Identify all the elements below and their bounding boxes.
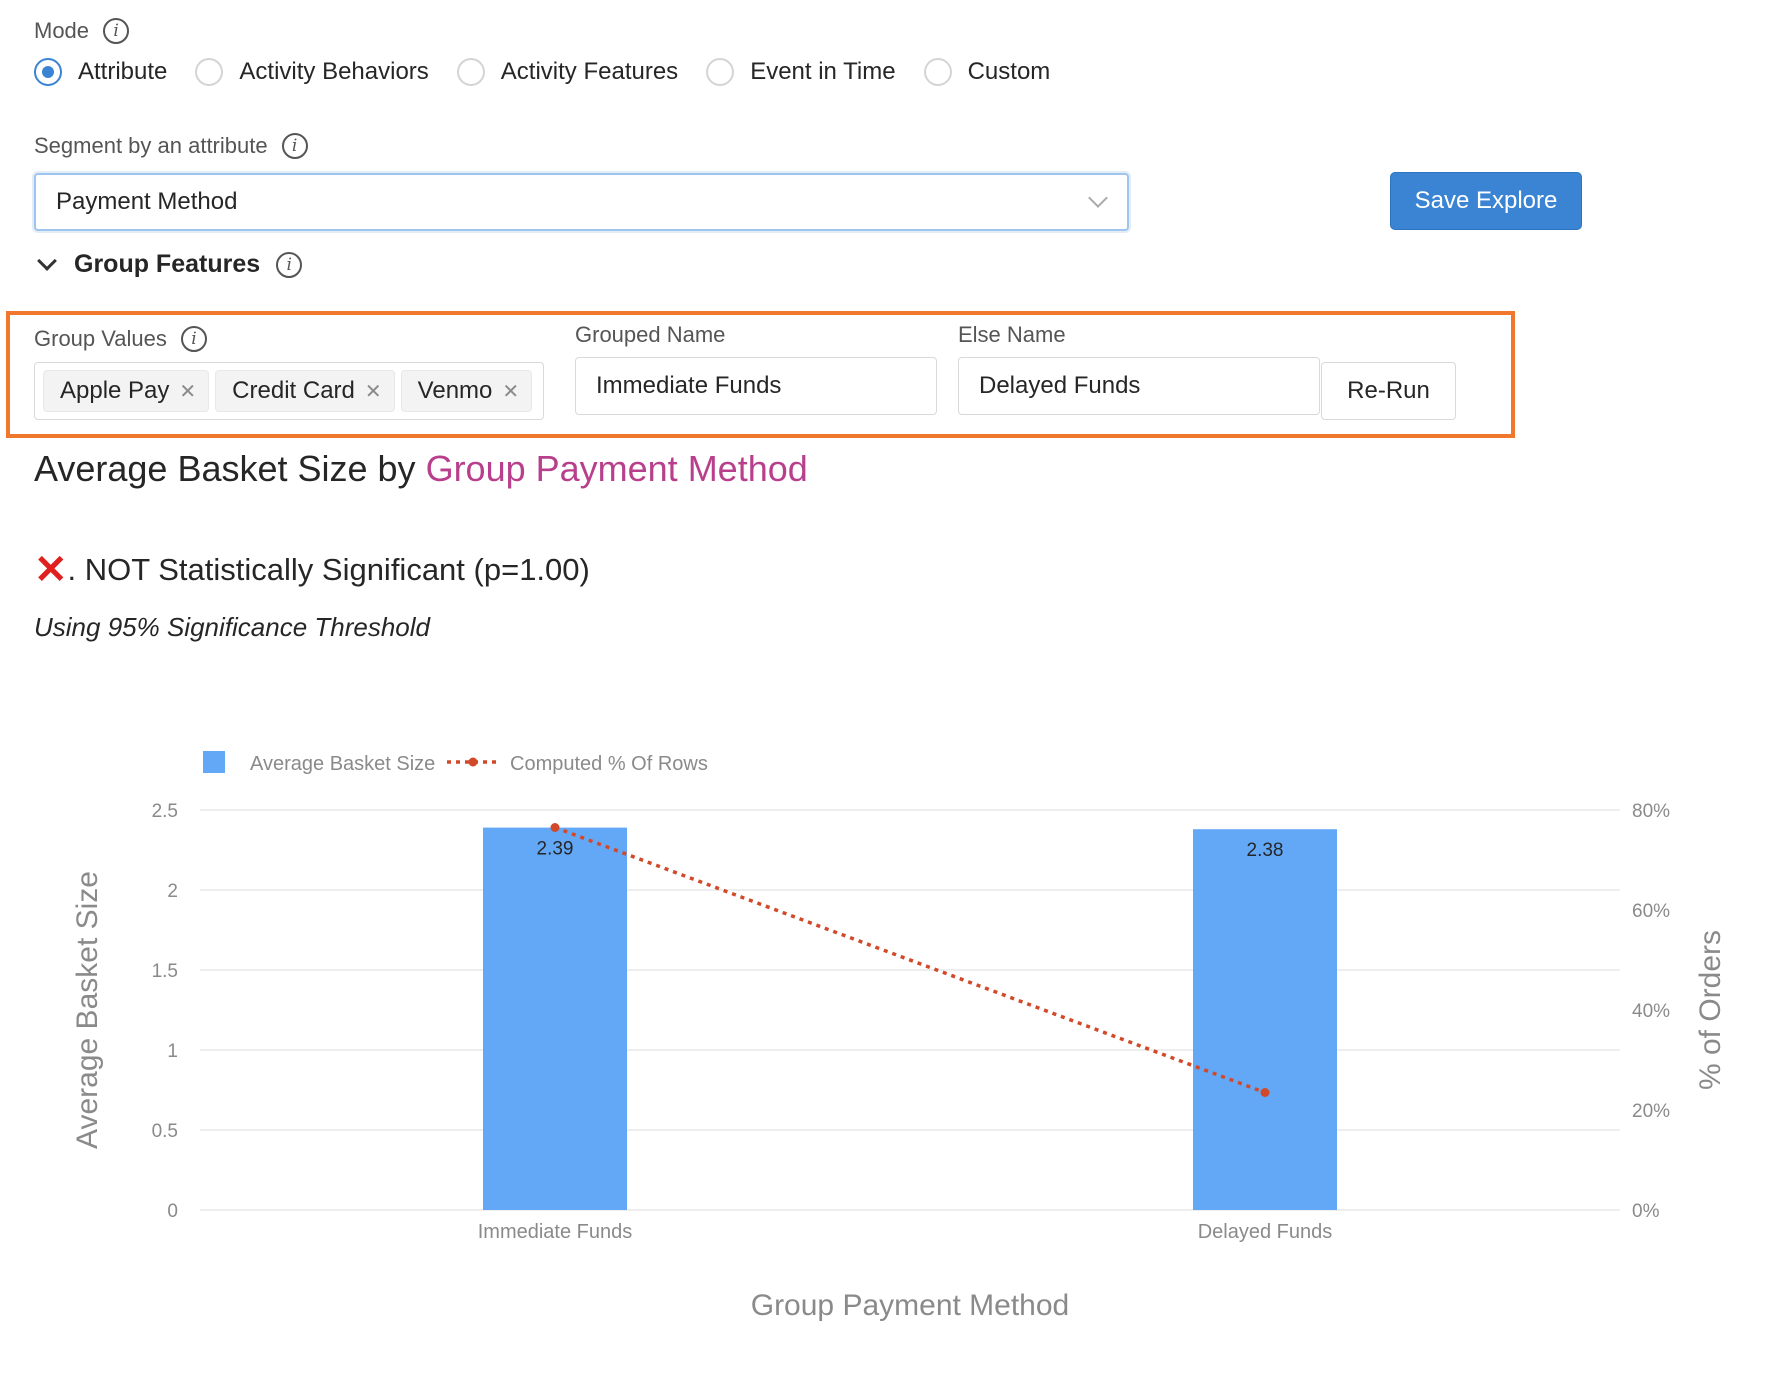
y-tick-label: 2 xyxy=(167,881,178,902)
y2-tick-label: 0% xyxy=(1632,1201,1660,1222)
group-values-input[interactable]: Apple Pay ✕ Credit Card ✕ Venmo ✕ xyxy=(34,362,544,420)
tag-apple-pay: Apple Pay ✕ xyxy=(43,370,210,412)
result-title: Average Basket Size by Group Payment Met… xyxy=(34,448,808,490)
highlight-box xyxy=(6,311,1515,438)
select-value: Payment Method xyxy=(56,188,238,215)
bar xyxy=(1193,829,1337,1210)
y-tick-label: 2.5 xyxy=(152,801,178,822)
radio-label: Activity Features xyxy=(500,58,679,85)
radio-button[interactable] xyxy=(456,58,485,86)
y2-tick-label: 20% xyxy=(1632,1101,1670,1122)
chart-axes: 0 0.5 1 1.5 2 2.5 0% 20% 40% 60% 80% Immediate Fund… xyxy=(71,801,1727,1322)
line-point xyxy=(1260,1088,1270,1097)
legend-label: Computed % Of Rows xyxy=(510,753,708,775)
x-tick-label: Immediate Funds xyxy=(478,1221,633,1243)
radio-button[interactable] xyxy=(923,58,952,86)
group-values-label-row: Group Values i xyxy=(34,326,207,352)
radio-attribute[interactable]: Attribute xyxy=(34,58,167,86)
info-icon[interactable]: i xyxy=(103,18,130,44)
radio-custom[interactable]: Custom xyxy=(923,58,1051,86)
cross-icon: ✕ xyxy=(34,548,68,592)
y2-tick-label: 80% xyxy=(1632,801,1670,822)
legend-label: Average Basket Size xyxy=(250,753,435,775)
y-tick-label: 1 xyxy=(167,1041,178,1062)
rerun-button[interactable]: Re-Run xyxy=(1321,362,1456,420)
else-name-field[interactable]: Delayed Funds xyxy=(958,357,1320,415)
tag-label: Venmo xyxy=(417,377,493,404)
group-values-label: Group Values xyxy=(34,326,167,351)
chart-bars: 2.39 2.38 xyxy=(483,827,1337,1210)
x-axis-title: Group Payment Method xyxy=(751,1289,1070,1322)
group-features-title: Group Features xyxy=(74,250,261,278)
radio-label: Event in Time xyxy=(750,58,896,85)
radio-activity-features[interactable]: Activity Features xyxy=(456,58,679,86)
save-explore-button[interactable]: Save Explore xyxy=(1390,172,1582,230)
mode-radio-group: Attribute Activity Behaviors Activity Fe… xyxy=(34,58,1078,86)
info-icon[interactable]: i xyxy=(276,251,303,278)
tag-venmo: Venmo ✕ xyxy=(400,370,533,412)
segment-label-row: Segment by an attribute i xyxy=(34,133,308,159)
bar-data-label: 2.38 xyxy=(1247,840,1284,861)
group-features-toggle[interactable]: Group Features i xyxy=(34,250,303,279)
tag-label: Credit Card xyxy=(232,377,355,404)
radio-activity-behaviors[interactable]: Activity Behaviors xyxy=(195,58,429,86)
significance-line: ✕ . NOT Statistically Significant (p=1.0… xyxy=(34,550,590,590)
info-icon[interactable]: i xyxy=(281,133,308,159)
chart-legend: Average Basket Size Computed % Of Rows xyxy=(203,751,708,775)
close-icon[interactable]: ✕ xyxy=(179,380,197,403)
else-name-label: Else Name xyxy=(958,322,1066,347)
radio-event-in-time[interactable]: Event in Time xyxy=(706,58,896,86)
tag-label: Apple Pay xyxy=(60,377,170,404)
legend-swatch-bar xyxy=(203,751,225,773)
line-point xyxy=(550,823,560,832)
y2-axis-title: % of Orders xyxy=(1694,930,1727,1090)
chart-grid xyxy=(200,809,1620,1211)
radio-label: Activity Behaviors xyxy=(239,58,429,85)
grouped-name-field[interactable]: Immediate Funds xyxy=(575,357,937,415)
radio-button[interactable] xyxy=(34,58,62,86)
mode-label: Mode xyxy=(34,18,90,43)
grouped-name-label: Grouped Name xyxy=(575,322,726,347)
radio-label: Attribute xyxy=(78,58,168,85)
y2-tick-label: 40% xyxy=(1632,1001,1670,1022)
y-tick-label: 0.5 xyxy=(152,1121,178,1142)
chart: 2.39 2.38 0 0.5 1 1.5 2 2.5 0% 20% 40% 60% 80% Immed… xyxy=(71,751,1727,1322)
segment-attribute-select[interactable]: Payment Method xyxy=(34,173,1129,231)
bar xyxy=(483,827,627,1210)
tag-credit-card: Credit Card ✕ xyxy=(215,370,395,412)
bar-data-label: 2.39 xyxy=(537,839,574,860)
info-icon[interactable]: i xyxy=(180,326,207,352)
close-icon[interactable]: ✕ xyxy=(502,380,520,403)
radio-button[interactable] xyxy=(195,58,224,86)
chevron-down-icon xyxy=(37,250,57,271)
y2-tick-label: 60% xyxy=(1632,901,1670,922)
x-tick-label: Delayed Funds xyxy=(1198,1221,1333,1243)
radio-button[interactable] xyxy=(706,58,735,86)
result-title-accent: Group Payment Method xyxy=(425,448,808,489)
segment-label: Segment by an attribute xyxy=(34,133,268,158)
y-axis-title: Average Basket Size xyxy=(71,871,104,1149)
y-tick-label: 0 xyxy=(167,1201,178,1222)
result-title-prefix: Average Basket Size by xyxy=(34,448,426,489)
threshold-text: Using 95% Significance Threshold xyxy=(34,612,430,642)
significance-text: . NOT Statistically Significant (p=1.00) xyxy=(67,552,590,587)
radio-label: Custom xyxy=(967,58,1051,85)
chart-line xyxy=(550,823,1270,1097)
mode-label-row: Mode i xyxy=(34,18,130,44)
close-icon[interactable]: ✕ xyxy=(364,380,382,403)
line-series xyxy=(554,825,1266,1095)
chevron-down-icon xyxy=(1088,188,1108,208)
y-tick-label: 1.5 xyxy=(152,961,178,982)
legend-swatch-point xyxy=(468,757,478,767)
